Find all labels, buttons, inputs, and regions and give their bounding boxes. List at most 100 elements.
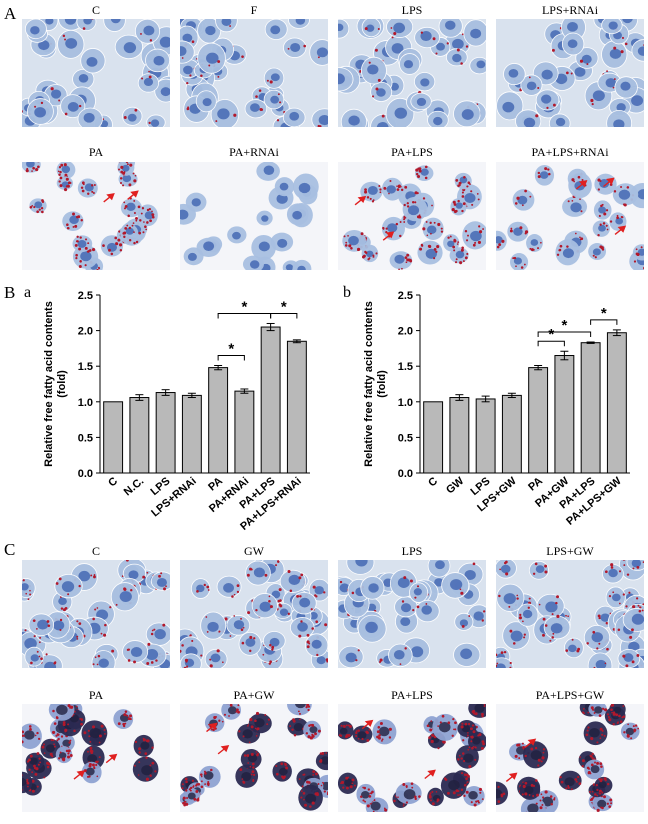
cell — [292, 259, 312, 270]
micrograph-image — [22, 19, 170, 127]
bar — [528, 367, 549, 474]
error-bar — [560, 350, 569, 361]
y-tick-label: 0.5 — [78, 432, 93, 444]
arrow-icon — [127, 190, 139, 200]
panel-c-image-label: PA+GW — [233, 688, 275, 702]
bar — [423, 401, 444, 474]
panel-a-image-label: PA+LPS+RNAi — [531, 145, 609, 159]
y-axis-title: (fold) — [376, 370, 388, 398]
significance-star: * — [281, 298, 287, 315]
significance-bracket — [537, 340, 565, 347]
y-tick-label: 1.5 — [398, 361, 413, 373]
micrograph-image — [22, 704, 170, 812]
y-tick-label: 0.0 — [78, 468, 93, 480]
cell — [338, 67, 354, 92]
error-bar — [507, 392, 516, 399]
error-bar — [214, 364, 223, 371]
error-bar — [266, 322, 275, 332]
arrow-icon — [424, 769, 436, 780]
arrow-icon — [524, 738, 537, 748]
y-axis-title: Relative free fatty acid contents — [363, 301, 375, 467]
error-bar — [292, 339, 301, 344]
bar — [554, 355, 575, 474]
significance-bracket — [590, 319, 618, 325]
micrograph-image — [496, 560, 644, 668]
significance-star: * — [548, 326, 554, 343]
micrograph-image — [338, 162, 486, 270]
bar — [208, 367, 229, 474]
panel-a-image-label: LPS — [401, 3, 423, 17]
arrow-icon — [73, 770, 86, 780]
arrow-icon — [354, 195, 367, 206]
bar — [260, 326, 281, 474]
panel-c-image-label: PA+LPS — [391, 688, 433, 702]
bar — [475, 398, 496, 474]
y-axis-title: (fold) — [56, 370, 68, 398]
bar-chart-a: 0.0 0.5 1.0 1.5 2.0 2.5 Relative free fatty ac… — [43, 290, 310, 533]
y-tick-label: 2.5 — [78, 290, 93, 302]
micrograph-image — [22, 162, 170, 270]
error-bar — [135, 394, 144, 401]
significance-bracket — [270, 312, 298, 319]
subpanel-label-b: b — [343, 284, 351, 301]
y-tick-label: 1.0 — [398, 397, 413, 409]
error-bar — [187, 392, 196, 399]
arrow-icon — [614, 225, 627, 235]
micrograph-image — [496, 162, 644, 270]
cell — [180, 40, 195, 64]
error-bar — [534, 364, 543, 371]
bar — [580, 342, 601, 474]
x-tick-label: PA — [526, 475, 545, 494]
error-bar — [240, 388, 249, 394]
y-tick-label: 2.0 — [398, 326, 413, 338]
y-tick-label: 1.0 — [78, 397, 93, 409]
micrograph-image — [496, 704, 644, 812]
micrograph-image — [180, 704, 328, 812]
significance-bracket — [537, 331, 592, 337]
panel-a-image-label: PA+LPS — [391, 145, 433, 159]
bar — [606, 332, 627, 474]
micrograph-image — [180, 19, 328, 127]
panel-a-image-label: F — [250, 3, 258, 17]
panel-a-image-label: PA+RNAi — [229, 145, 279, 159]
arrow-icon — [382, 231, 395, 241]
micrograph-image — [338, 704, 486, 812]
panel-a-image-label: PA — [88, 145, 104, 159]
bar — [234, 390, 255, 474]
error-bar — [481, 395, 490, 403]
x-tick-label: N.C. — [122, 475, 147, 498]
panel-a-image-label: LPS+RNAi — [541, 3, 599, 17]
panel-c-image-label: PA+LPS+GW — [535, 688, 605, 702]
x-tick-label: GW — [444, 475, 467, 497]
x-tick-label: PA — [206, 475, 225, 494]
y-tick-label: 0.0 — [398, 468, 413, 480]
cell — [346, 560, 375, 575]
arrow-icon — [575, 180, 588, 190]
y-tick-label: 2.5 — [398, 290, 413, 302]
arrow-icon — [217, 744, 230, 755]
panel-c-image-label: GW — [244, 544, 264, 558]
arrow-icon — [103, 193, 115, 203]
bar-chart-b: 0.0 0.5 1.0 1.5 2.0 2.5 Relative free fatty ac… — [363, 290, 630, 528]
error-bar — [586, 341, 595, 344]
significance-star: * — [241, 298, 247, 315]
panel-c-image-label: LPS+GW — [546, 544, 594, 558]
arrow-icon — [105, 753, 118, 764]
significance-bracket — [217, 354, 245, 361]
panel-label-c: C — [4, 540, 16, 559]
bar — [449, 397, 470, 474]
micrograph-image — [180, 560, 328, 668]
arrow-icon — [505, 772, 518, 783]
panel-a-image-label: C — [91, 3, 100, 17]
micrograph-image — [338, 19, 486, 127]
bar — [155, 392, 176, 474]
subpanel-label-a: a — [24, 284, 32, 301]
micrograph-image — [180, 162, 328, 270]
bar — [181, 394, 202, 474]
micrograph-image — [338, 560, 486, 668]
significance-star: * — [228, 340, 234, 357]
arrow-icon — [361, 719, 374, 730]
micrograph-image — [22, 560, 170, 668]
panel-c-image-label: C — [91, 544, 100, 558]
panel-c-image-label: PA — [88, 688, 104, 702]
